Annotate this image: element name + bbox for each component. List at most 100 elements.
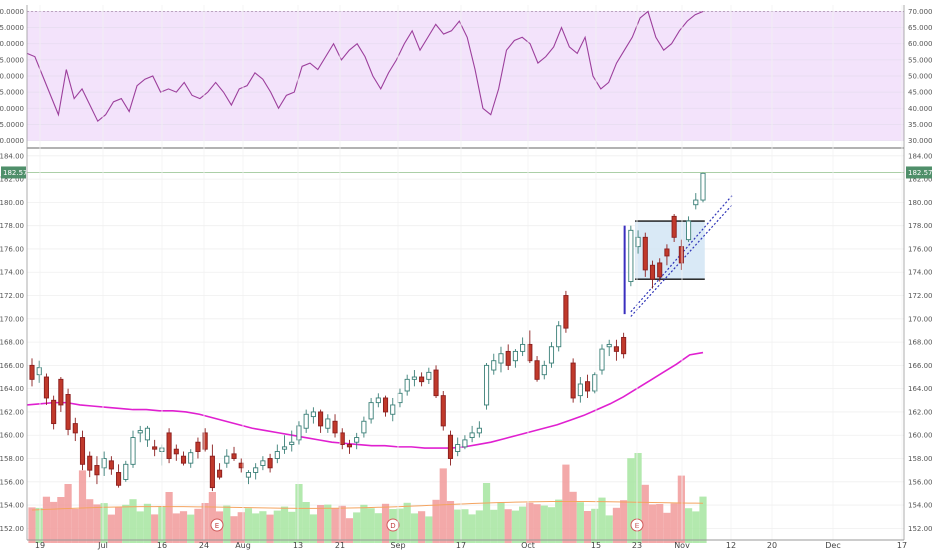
volume-bar xyxy=(684,508,693,543)
oscillator-tick-label-right: 65.0000 xyxy=(908,24,932,32)
volume-bar xyxy=(475,510,483,543)
candle-body xyxy=(455,444,461,452)
candle-body xyxy=(577,383,583,397)
volume-bar xyxy=(165,492,173,543)
candle-body xyxy=(152,446,158,450)
volume-bar xyxy=(663,512,671,543)
volume-bar xyxy=(583,511,592,543)
price-tick-label-right: 166.00 xyxy=(908,362,932,370)
price-tick-label-right: 168.00 xyxy=(908,339,932,347)
volume-bar xyxy=(230,516,238,543)
candle-body xyxy=(642,236,648,271)
candle-body xyxy=(476,427,482,434)
oscillator-tick-label-left: 65.0000 xyxy=(0,24,24,32)
volume-bar xyxy=(454,509,462,543)
volume-bar xyxy=(151,514,159,543)
volume-bar xyxy=(223,505,231,543)
volume-bar xyxy=(42,496,51,543)
trend-line-lower xyxy=(630,204,733,317)
volume-bar xyxy=(519,506,527,543)
candle-body xyxy=(354,437,360,443)
oscillator-tick-label-right: 55.0000 xyxy=(908,56,932,64)
candle-body xyxy=(325,418,331,429)
oscillator-tick-label-right: 60.0000 xyxy=(908,40,932,48)
candle-body xyxy=(94,465,100,476)
candle-body xyxy=(534,360,540,380)
candle-body xyxy=(43,376,49,399)
candle-body xyxy=(101,458,107,469)
volume-bar xyxy=(439,468,447,543)
candle-body xyxy=(686,220,692,241)
x-tick-label: Dec xyxy=(825,541,840,550)
price-tick-label-left: 184.00 xyxy=(0,152,24,160)
candle-body xyxy=(671,215,677,238)
price-tick-label-left: 158.00 xyxy=(0,455,24,463)
candle-body xyxy=(166,432,172,459)
candle-body xyxy=(72,423,78,434)
volume-bar xyxy=(461,509,469,543)
x-tick-label: Nov xyxy=(674,541,690,550)
price-tick-label-left: 178.00 xyxy=(0,222,24,230)
candle-body xyxy=(621,336,627,355)
candle-body xyxy=(678,246,684,264)
oscillator-tick-label-left: 30.0000 xyxy=(0,137,24,145)
candle-body xyxy=(520,343,526,352)
price-tick-label-left: 174.00 xyxy=(0,269,24,277)
oscillator-tick-label-right: 30.0000 xyxy=(908,137,932,145)
candle-body xyxy=(440,395,446,427)
price-tick-label-right: 174.00 xyxy=(908,269,932,277)
price-panel: 184.00 184.00 182.00 182.00 180.00 180.00 178.… xyxy=(0,150,932,543)
candle-body xyxy=(426,371,432,380)
volume-bar xyxy=(302,502,310,543)
price-tick-label-right: 162.00 xyxy=(908,408,932,416)
candle-body xyxy=(657,262,663,278)
event-marker xyxy=(210,518,224,532)
price-tick-label-right: 164.00 xyxy=(908,385,932,393)
price-tick-label-right: 172.00 xyxy=(908,292,932,300)
price-tick-label-left: 182.00 xyxy=(0,176,24,184)
price-tick-label-right: 156.00 xyxy=(908,478,932,486)
volume-bar xyxy=(50,501,58,543)
oscillator-tick-label-left: 60.0000 xyxy=(0,40,24,48)
volume-bar xyxy=(425,516,433,543)
candle-body xyxy=(649,264,656,280)
price-tick-label-right: 152.00 xyxy=(908,525,932,533)
x-tick-label: 17 xyxy=(456,541,466,550)
volume-bar xyxy=(309,514,317,543)
volume-bar xyxy=(569,491,577,543)
volume-bar xyxy=(418,511,426,543)
oscillator-tick-label-left: 70.0000 xyxy=(0,8,24,16)
volume-bar xyxy=(100,503,108,543)
candle-body xyxy=(346,444,353,448)
volume-bar xyxy=(252,513,260,543)
volume-bar xyxy=(627,458,635,543)
oscillator-line xyxy=(26,10,704,123)
volume-bar xyxy=(143,503,152,543)
candle-body xyxy=(599,348,605,371)
price-tick-label-right: 170.00 xyxy=(908,315,932,323)
x-tick-label: Sep xyxy=(390,541,405,550)
volume-bar xyxy=(237,512,245,543)
volume-bar xyxy=(634,453,642,543)
candle-body xyxy=(505,350,511,366)
price-tick-label-left: 162.00 xyxy=(0,408,24,416)
price-tick-label-right: 160.00 xyxy=(908,432,932,440)
moving-average-line xyxy=(26,351,704,449)
candle-body xyxy=(563,295,569,329)
volume-bar xyxy=(288,511,296,543)
candle-body xyxy=(108,460,114,470)
volume-bar xyxy=(547,507,556,543)
candle-body xyxy=(36,367,42,376)
candle-body xyxy=(281,446,288,450)
price-tick-label-left: 180.00 xyxy=(0,199,24,207)
candle-body xyxy=(65,394,71,430)
price-tick-label-left: 154.00 xyxy=(0,502,24,510)
candle-body xyxy=(79,437,86,465)
volume-bar xyxy=(620,500,628,543)
volume-bar xyxy=(107,514,115,543)
candle-body xyxy=(137,430,143,434)
price-background xyxy=(27,150,904,540)
volume-bar xyxy=(201,503,209,543)
candle-body xyxy=(462,439,468,448)
price-tick-label-right: 158.00 xyxy=(908,455,932,463)
